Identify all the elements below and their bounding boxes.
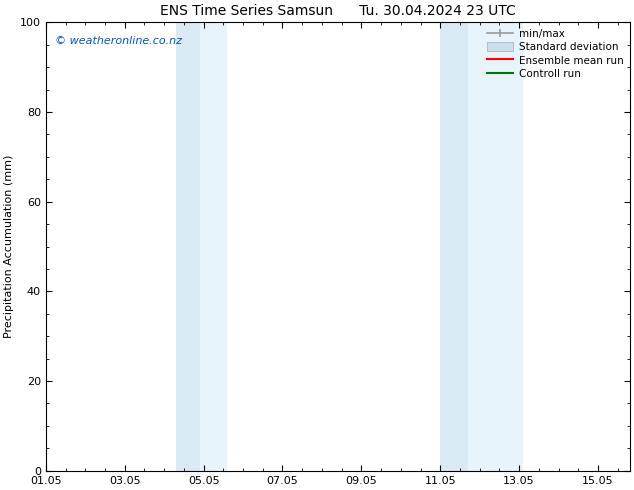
Legend: min/max, Standard deviation, Ensemble mean run, Controll run: min/max, Standard deviation, Ensemble me… <box>483 24 628 83</box>
Y-axis label: Precipitation Accumulation (mm): Precipitation Accumulation (mm) <box>4 155 15 338</box>
Bar <box>176 23 200 471</box>
Bar <box>440 23 468 471</box>
Bar <box>200 23 227 471</box>
Text: © weatheronline.co.nz: © weatheronline.co.nz <box>55 36 181 46</box>
Title: ENS Time Series Samsun      Tu. 30.04.2024 23 UTC: ENS Time Series Samsun Tu. 30.04.2024 23… <box>160 4 515 19</box>
Bar <box>468 23 523 471</box>
